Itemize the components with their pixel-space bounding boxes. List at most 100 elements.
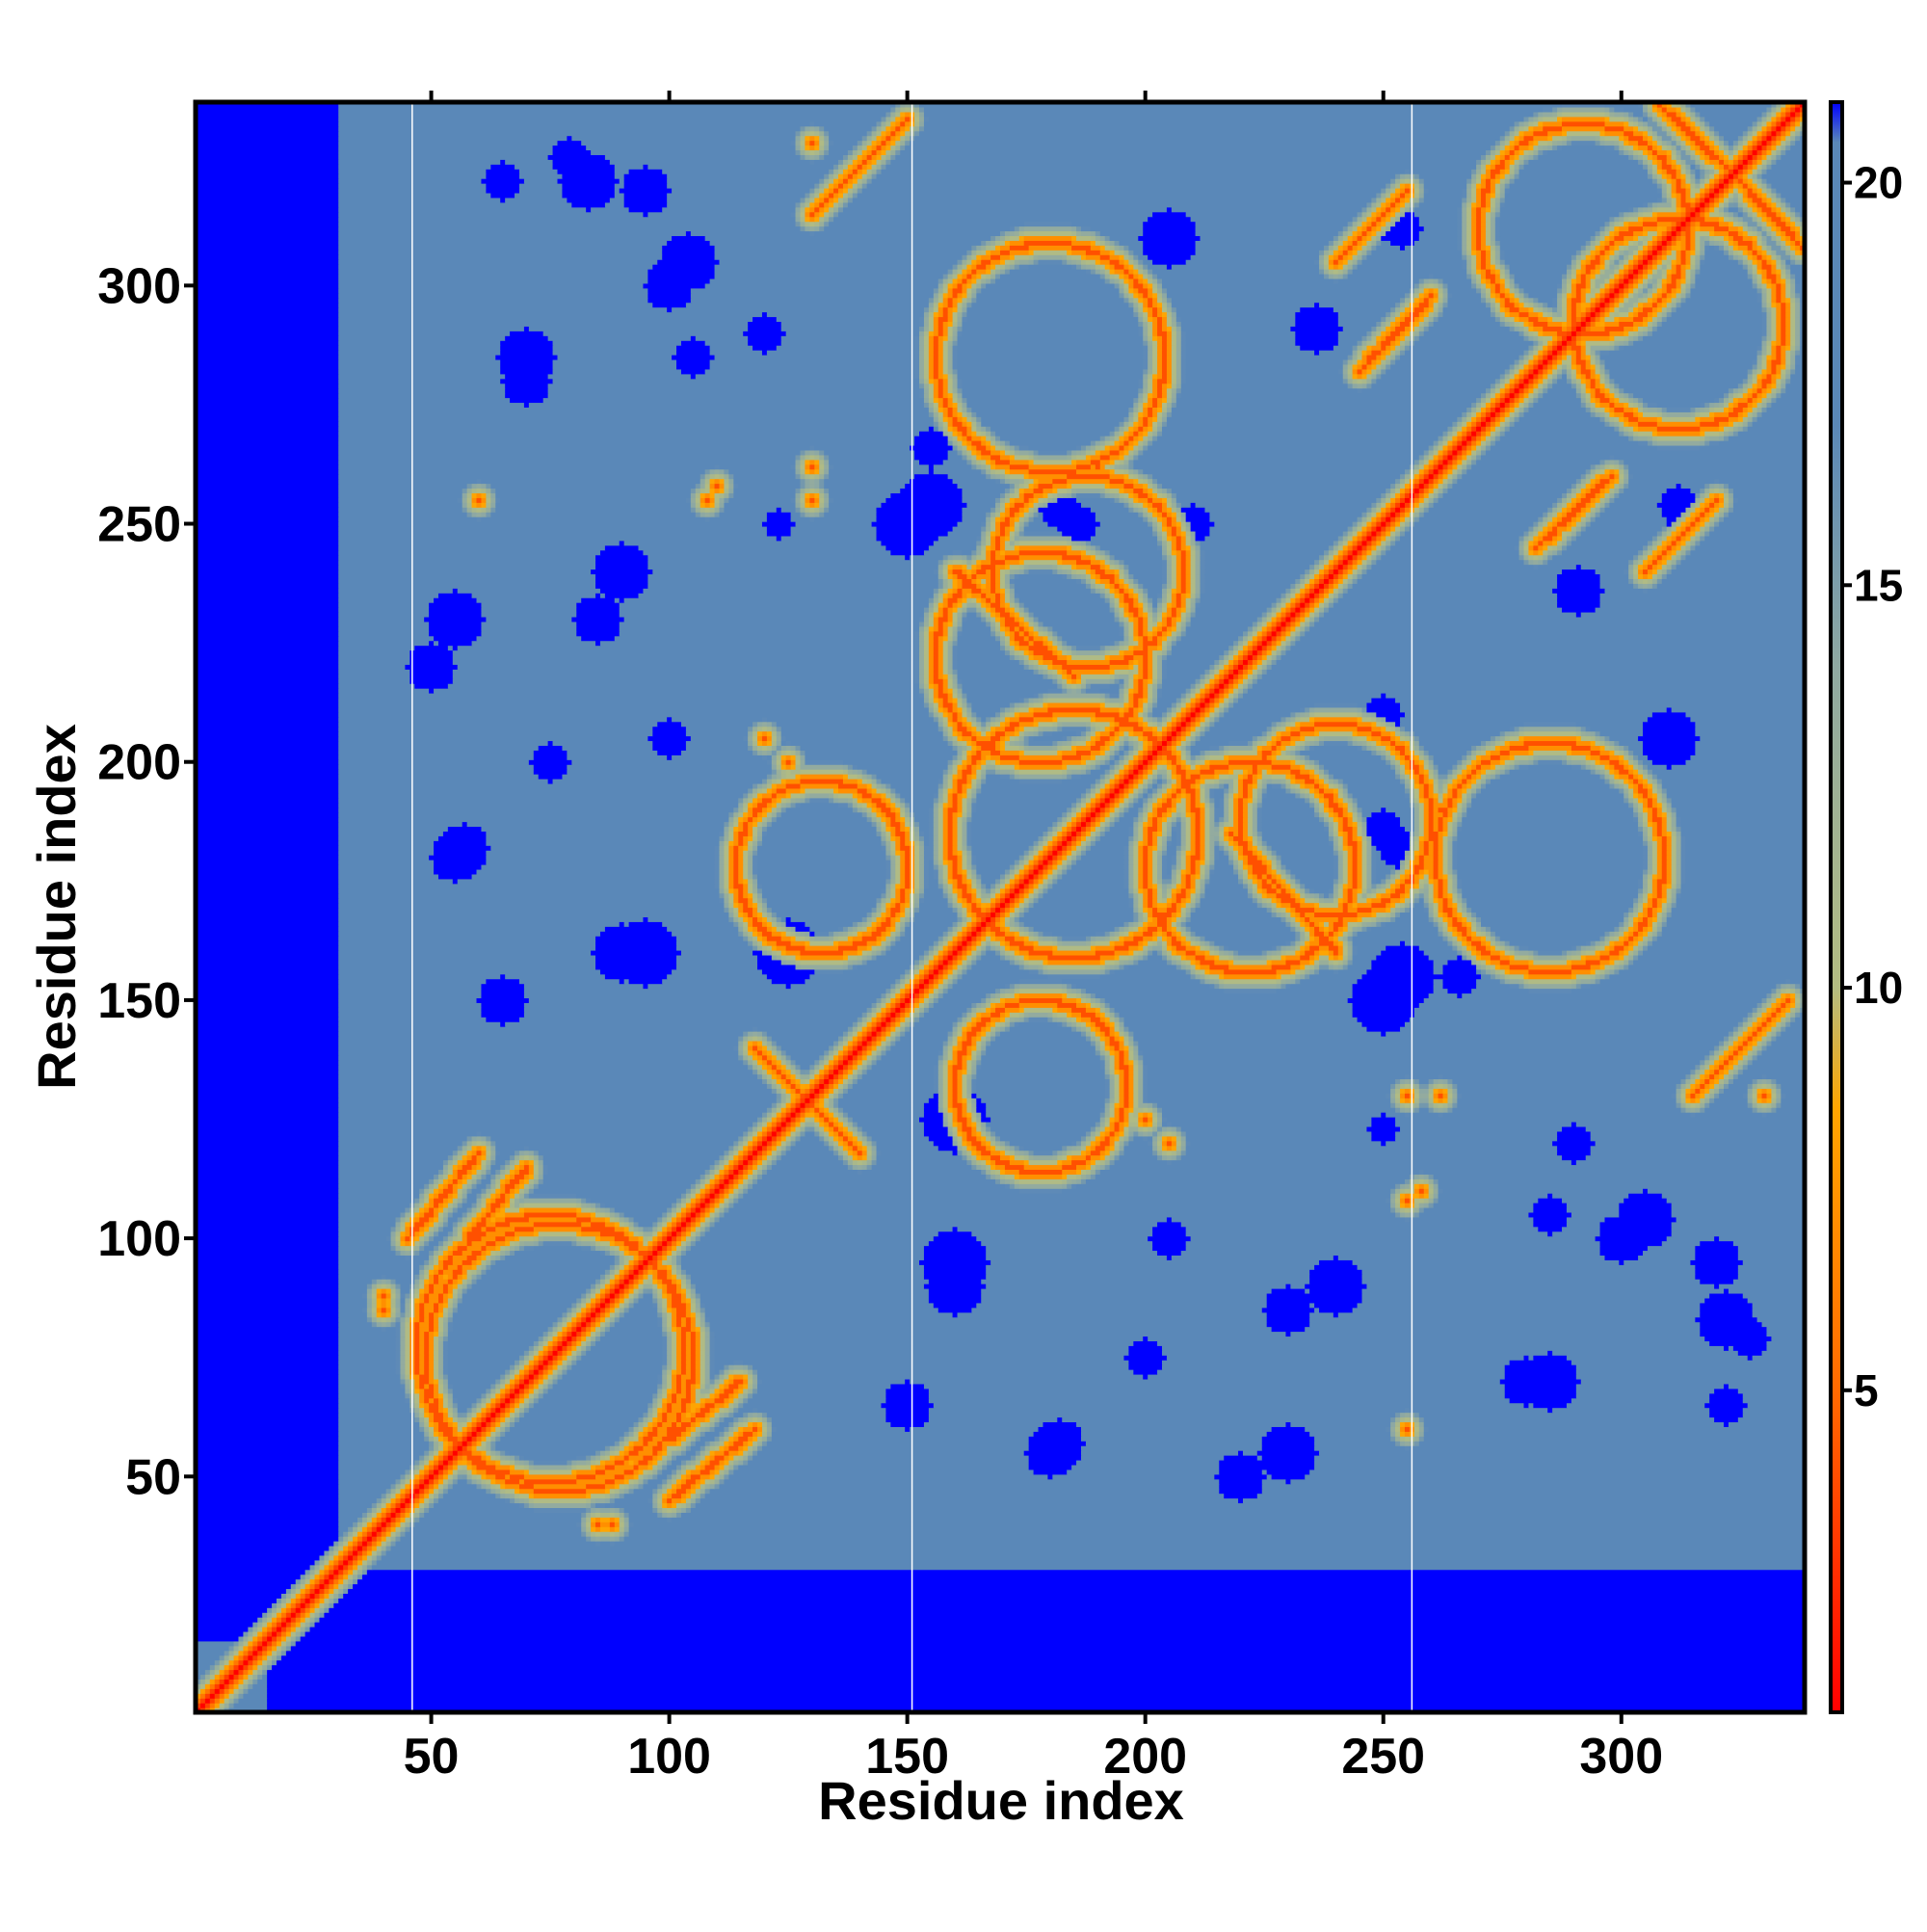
heatmap-cell [709,1188,716,1194]
heatmap-row [196,1307,1806,1313]
heatmap-cell [338,1140,463,1147]
heatmap-cell [738,1178,744,1184]
heatmap-cell [619,1211,625,1218]
heatmap-cell [928,1392,1506,1399]
heatmap-cell [667,1360,673,1365]
heatmap-cell [510,1416,515,1423]
heatmap-cell [395,1279,415,1284]
heatmap-cell [495,1450,501,1456]
heatmap-cell [500,1483,506,1490]
heatmap-cell [1071,1178,1077,1184]
heatmap-cell [1395,1188,1401,1194]
heatmap-cell [348,1559,354,1566]
heatmap-cell [1704,1336,1773,1341]
heatmap-cell [262,1674,268,1680]
heatmap-cell [466,1279,473,1284]
heatmap-cell [552,1336,559,1341]
heatmap-cell [338,1245,392,1252]
heatmap-cell [233,1654,240,1661]
heatmap-cell [981,1154,991,1161]
heatmap-cell [714,1364,726,1370]
heatmap-cell [986,1284,1287,1289]
heatmap-cell [1314,1441,1396,1446]
heatmap-row [196,1650,1806,1656]
heatmap-cell [419,1211,425,1218]
heatmap-cell [361,1522,368,1527]
heatmap-cell [709,1355,716,1361]
heatmap-cell [1018,1188,1063,1194]
heatmap-cell [672,1360,677,1365]
heatmap-cell [676,1469,682,1475]
heatmap-cell [434,1421,439,1427]
heatmap-cell [252,1654,258,1661]
heatmap-cell [405,1235,410,1242]
heatmap-cell [676,1311,687,1318]
heatmap-row [196,1250,1806,1256]
heatmap-cell [647,1259,653,1265]
heatmap-cell [385,1292,392,1299]
heatmap-cell [447,1326,454,1333]
heatmap-cell [434,1198,444,1204]
heatmap-cell [333,1541,339,1547]
heatmap-cell [766,1159,773,1166]
heatmap-cell [1552,1231,1601,1237]
heatmap-cell [434,1388,439,1394]
heatmap-cell [1099,1159,1106,1166]
heatmap-cell [1266,1316,1310,1323]
heatmap-cell [672,1269,677,1275]
heatmap-cell [680,1269,687,1275]
heatmap-cell [733,1193,739,1199]
heatmap-cell [680,1316,687,1323]
heatmap-cell [429,1331,435,1337]
heatmap-cell [437,1497,506,1504]
heatmap-cell [224,1683,230,1689]
heatmap-cell [1709,1340,1768,1346]
heatmap-cell [447,1355,520,1361]
heatmap-cell [567,1307,572,1313]
heatmap-cell [1085,1174,1092,1179]
heatmap-cell [562,1340,568,1346]
heatmap-cell [224,1693,230,1699]
heatmap-cell [462,1226,468,1232]
heatmap-cell [676,1279,682,1284]
heatmap-cell [196,1536,339,1542]
heatmap-cell [866,1140,873,1147]
heatmap-cell [196,1135,339,1142]
heatmap-cell [852,1150,858,1156]
heatmap-cell [505,1431,625,1437]
heatmap-cell [429,1373,435,1380]
heatmap-cell [643,1255,648,1260]
heatmap-cell [424,1292,430,1299]
heatmap-cell [196,1617,258,1623]
heatmap-row [196,1669,1806,1676]
heatmap-cell [733,1455,739,1461]
heatmap-cell [981,1159,987,1166]
heatmap-cell [376,1311,383,1318]
heatmap-cell [685,1407,692,1414]
heatmap-cell [604,1288,611,1294]
heatmap-cell [437,1292,444,1299]
heatmap-cell [690,1402,701,1409]
heatmap-cell [238,1645,245,1652]
heatmap-cell [366,1526,373,1532]
heatmap-row [196,1602,1806,1608]
heatmap-cell [300,1598,306,1603]
heatmap-cell [652,1412,658,1418]
heatmap-cell [442,1493,496,1499]
heatmap-cell [452,1459,459,1466]
heatmap-cell [442,1469,449,1475]
heatmap-cell [672,1355,677,1361]
heatmap-cell [990,1140,996,1147]
heatmap-cell [923,1264,987,1270]
heatmap-cell [343,1588,349,1594]
heatmap-cell [1442,1188,1644,1194]
heatmap-cell [466,1459,473,1466]
heatmap-cell [533,1388,540,1394]
heatmap-cell [361,1564,368,1571]
heatmap-cell [338,1388,406,1394]
heatmap-cell [476,1483,483,1490]
heatmap-cell [515,1455,520,1461]
heatmap-row [196,1407,1806,1414]
heatmap-cell [495,1459,501,1466]
heatmap-cell [586,1311,592,1318]
